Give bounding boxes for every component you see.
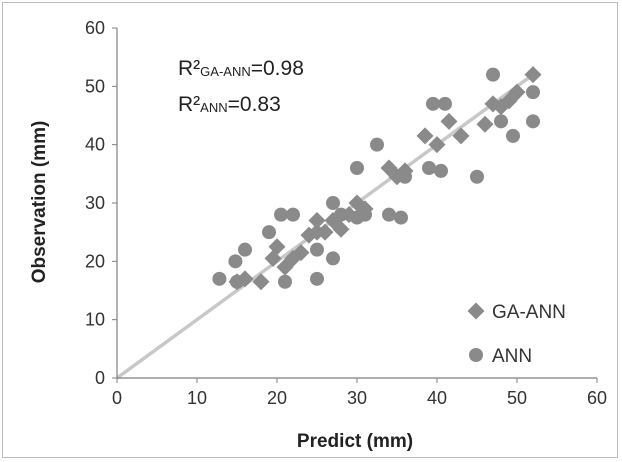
ann-point [212,271,227,286]
x-tick-label: 30 [347,388,367,408]
y-tick-label: 30 [85,193,105,213]
ann-point [326,251,340,266]
ga-ann-point [428,136,446,154]
y-tick-label: 60 [85,18,105,38]
ga-ann-point [252,273,270,291]
ann-point [278,274,292,289]
y-tick-label: 50 [85,76,105,96]
ann-point [238,242,252,257]
x-tick-label: 0 [112,388,122,408]
x-tick-label: 20 [267,388,287,408]
y-axis-title: Observation (mm) [29,121,50,284]
y-tick-label: 0 [95,368,105,388]
ga-ann-point [236,270,254,288]
ann-point [394,210,408,225]
legend: GA-ANN ANN [467,302,566,367]
ga-ann-point [508,83,526,101]
ann-point [350,161,364,175]
ga-ann-point [356,200,374,218]
ann-point [310,271,324,286]
x-tick-label: 10 [187,388,207,408]
ann-point [382,207,396,222]
legend-marker-ga-ann [467,302,485,320]
y-tick-label: 20 [85,251,105,271]
ga-ann-point [316,223,334,241]
ann-point [486,67,500,82]
ga-ann-point [340,206,358,224]
ga-ann-point [452,127,470,145]
ann-point [274,207,288,222]
ticks-layer: 0 10 20 30 40 50 60 0 10 20 30 40 50 60 [85,18,607,408]
legend-label-ann: ANN [492,346,532,367]
ga-ann-point [476,115,494,133]
x-tick-label: 40 [427,388,447,408]
ga-ann-point [396,162,414,180]
ann-point [434,163,448,178]
ann-point [422,161,436,175]
ann-point [310,242,324,257]
r-squared-annotation: R²GA-ANN=0.98 [178,57,304,80]
ann-point [470,169,484,184]
ann-point [506,128,520,143]
r-squared-annotation: R²ANN=0.83 [178,93,281,116]
points-layer [212,66,542,291]
r-squared-annotations: R²GA-ANN=0.98 R²ANN=0.83 [178,57,304,116]
y-tick-label: 10 [85,310,105,330]
ga-ann-point [292,244,310,262]
ga-ann-point [524,66,542,84]
ga-ann-point [416,127,434,145]
x-tick-label: 50 [507,388,527,408]
ann-point [228,254,243,269]
x-tick-label: 60 [587,388,607,408]
ga-ann-point [268,238,286,256]
ann-point [286,207,300,222]
y-tick-label: 40 [85,135,105,155]
ann-point [526,85,540,100]
ga-ann-point [440,112,458,130]
ann-point [526,114,540,129]
ga-ann-point [332,220,350,238]
ann-point [494,114,508,129]
ann-point [262,225,276,240]
ann-point [326,196,340,210]
ann-point [370,137,384,152]
ga-ann-point [308,212,326,229]
ann-point [426,96,440,111]
legend-label-ga-ann: GA-ANN [492,302,566,323]
x-axis-title: Predict (mm) [297,431,413,452]
ann-point [438,96,452,111]
legend-marker-ann [469,348,483,362]
